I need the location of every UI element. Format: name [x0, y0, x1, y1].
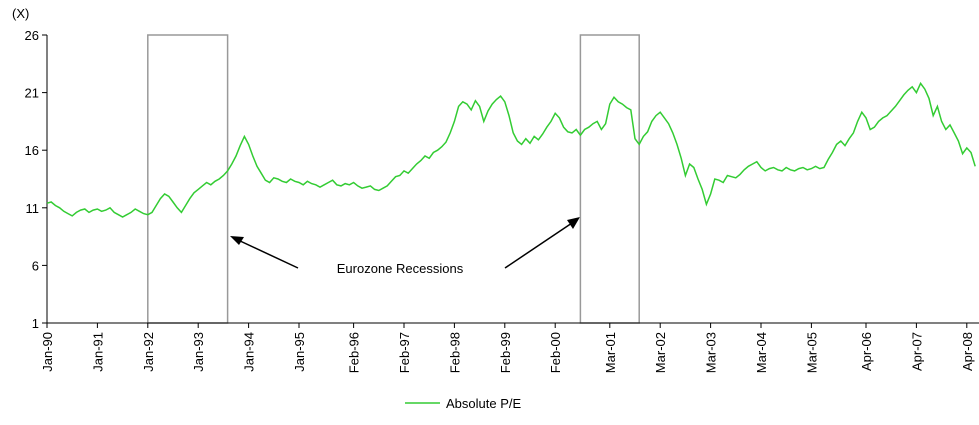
y-tick-label: 11 [26, 201, 40, 216]
x-tick-label: Apr-06 [859, 332, 874, 371]
annotation: Eurozone Recessions [337, 261, 464, 276]
x-tick-label: Feb-00 [548, 332, 563, 373]
x-tick-label: Mar-02 [653, 332, 668, 373]
y-axis-label: (X) [12, 6, 29, 21]
x-tick-label: Feb-97 [397, 332, 412, 373]
recession-box [579, 34, 640, 324]
y-tick-label: 16 [25, 143, 39, 158]
data-line [46, 81, 976, 218]
x-tick-label: Apr-08 [960, 332, 975, 371]
x-tick-label: Feb-96 [347, 332, 362, 373]
y-tick-label: 21 [25, 86, 39, 101]
annotation-arrows [230, 217, 580, 269]
y-tick-label: 26 [25, 28, 39, 43]
x-tick-label: Jan-94 [242, 332, 257, 372]
x-tick-label: Mar-03 [704, 332, 719, 373]
x-tick-label: Jan-90 [40, 332, 55, 372]
recession-box [147, 34, 229, 324]
x-tick-label: Jan-95 [292, 332, 307, 372]
x-tick-label: Jan-92 [141, 332, 156, 372]
x-tick-label: Feb-98 [447, 332, 462, 373]
legend-label: Absolute P/E [446, 396, 521, 411]
x-tick-label: Apr-07 [909, 332, 924, 371]
x-tick-label: Mar-05 [804, 332, 819, 373]
x-tick-label: Mar-01 [603, 332, 618, 373]
x-tick-label: Feb-99 [498, 332, 513, 373]
x-tick-label: Jan-91 [90, 332, 105, 372]
x-tick-label: Mar-04 [754, 332, 769, 373]
x-tick-label: Jan-93 [191, 332, 206, 372]
y-tick-label: 1 [32, 316, 39, 331]
y-tick-label: 6 [32, 258, 39, 273]
